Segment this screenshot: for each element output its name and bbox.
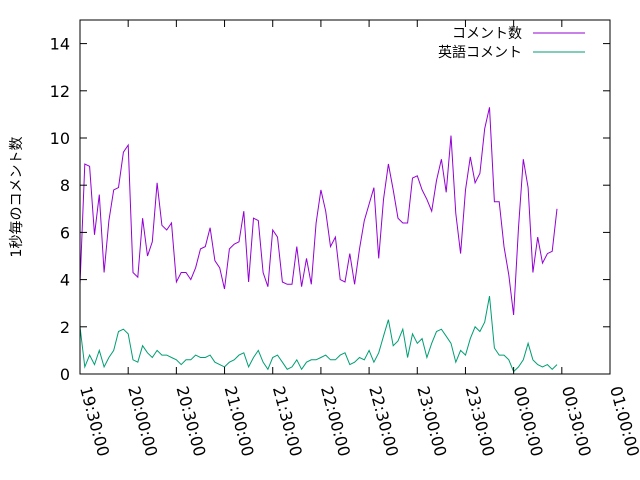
- y-tick-label: 2: [60, 318, 70, 337]
- y-axis-ticks: 0 2 4 6 8 10 12 14: [50, 35, 610, 384]
- legend-label-1: コメント数: [452, 26, 522, 42]
- y-axis-title: 1秒毎のコメント数: [9, 137, 25, 258]
- series-line-2: [79, 296, 558, 373]
- legend-label-2: 英語コメント: [438, 44, 522, 61]
- y-tick-label: 14: [50, 35, 70, 54]
- y-tick-label: 10: [50, 129, 70, 148]
- y-tick-label: 8: [60, 176, 70, 195]
- axis-frame: [79, 19, 611, 375]
- y-tick-label: 4: [60, 271, 70, 290]
- y-tick-label: 12: [50, 82, 70, 101]
- series-line-1: [79, 107, 558, 316]
- plot-border: [79, 19, 611, 375]
- y-tick-label: 0: [60, 365, 70, 384]
- plot-lines: [79, 107, 558, 373]
- y-tick-label: 6: [60, 223, 70, 242]
